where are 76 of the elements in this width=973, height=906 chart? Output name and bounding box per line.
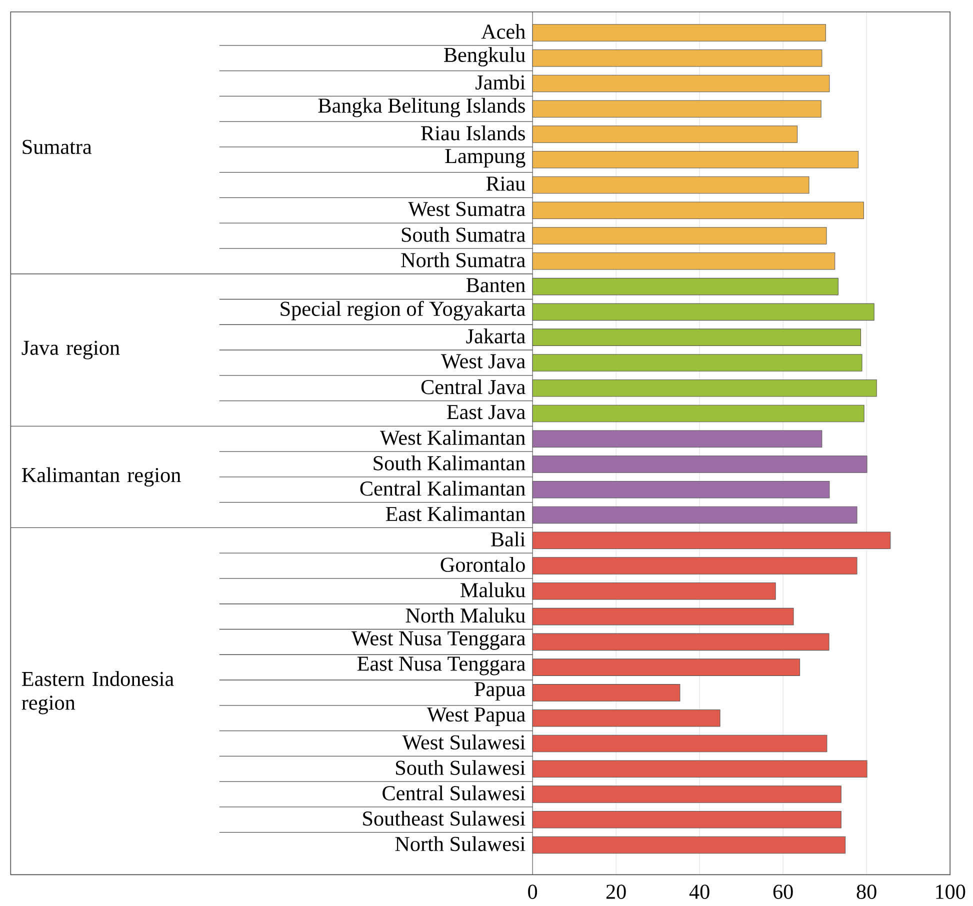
x-tick-label: 40: [689, 884, 710, 899]
bar: [532, 49, 822, 67]
bar: [532, 633, 830, 651]
y-tick-label: West Java: [441, 354, 526, 368]
y-tick-label: Riau: [486, 176, 526, 191]
y-tick-label: North Maluku: [406, 608, 526, 623]
y-tick-label: West Papua: [426, 708, 526, 726]
y-tick-label: Central Kalimantan: [360, 480, 526, 496]
bar: [532, 532, 891, 550]
text: Sumatra: [22, 140, 92, 154]
y-tick-label: Papua: [474, 682, 526, 701]
y-tick-label: East Java: [446, 405, 526, 420]
bar: [532, 150, 858, 168]
text: Kalimantan region: [22, 467, 181, 487]
bar: [532, 810, 842, 828]
bar: [532, 404, 864, 422]
y-tick-label: Riau Islands: [421, 125, 525, 140]
bar: [532, 506, 858, 524]
y-tick-label: East Nusa Tenggara: [357, 656, 526, 676]
bar: [532, 430, 822, 448]
y-tick-label: South Sumatra: [402, 227, 526, 242]
bar: [532, 126, 798, 143]
bar: [532, 74, 830, 92]
y-tick-label: Southeast Sulawesi: [363, 810, 526, 826]
y-tick-label: West Sulawesi: [402, 734, 526, 750]
bar: [532, 582, 776, 600]
bar: [532, 202, 864, 220]
y-tick-label: Lampung: [445, 149, 526, 168]
x-tick-label: 100: [936, 884, 966, 899]
y-tick-label: Jakarta: [466, 328, 526, 344]
bar: [532, 278, 838, 296]
bar: [532, 328, 861, 346]
x-tick-label: 0: [528, 884, 538, 899]
y-tick-label: Aceh: [481, 24, 526, 39]
y-tick-label: South Kalimantan: [374, 455, 526, 470]
y-tick-label: West Kalimantan: [380, 430, 526, 446]
bar: [532, 100, 822, 118]
text: Eastern Indonesia region: [22, 671, 174, 714]
x-tick-label: 60: [773, 884, 793, 899]
y-tick-label: North Sulawesi: [395, 836, 526, 852]
bar: [532, 786, 842, 803]
bar: [532, 836, 846, 854]
y-tick-label: Central Java: [421, 379, 526, 394]
bar: [532, 24, 826, 42]
bar: [532, 684, 680, 702]
y-tick-label: Central Sulawesi: [382, 785, 526, 800]
bar: [532, 227, 827, 244]
bar: [532, 709, 720, 727]
y-tick-label: Bali: [491, 532, 526, 547]
text: Java region: [22, 340, 120, 360]
bar: [532, 303, 874, 321]
y-tick-label: Maluku: [460, 582, 526, 598]
y-tick-label: Gorontalo: [440, 557, 525, 572]
y-tick-label: North Sumatra: [401, 252, 526, 268]
y-tick-label: Jambi: [476, 74, 526, 90]
y-tick-label: Bengkulu: [444, 47, 526, 66]
bar: [532, 480, 830, 498]
bar: [532, 557, 858, 574]
bar: [532, 354, 862, 372]
y-tick-label: West Sumatra: [408, 202, 526, 216]
bar: [532, 176, 810, 194]
y-tick-label: Bangka Belitung Islands: [318, 98, 525, 118]
y-tick-label: South Sulawesi: [396, 760, 526, 775]
bar: [532, 379, 877, 397]
x-tick-label: 20: [606, 884, 626, 899]
y-tick-label: Special region of Yogyakarta: [280, 300, 526, 320]
x-tick-label: 80: [856, 884, 876, 899]
y-tick-label: Banten: [466, 278, 526, 292]
bar: [532, 608, 794, 626]
bar: [532, 456, 868, 473]
bar: [532, 252, 836, 270]
y-tick-label: East Kalimantan: [386, 506, 526, 522]
bar: [532, 734, 828, 752]
bar: [532, 658, 800, 676]
bar: [532, 760, 868, 778]
y-tick-label: West Nusa Tenggara: [351, 631, 526, 650]
